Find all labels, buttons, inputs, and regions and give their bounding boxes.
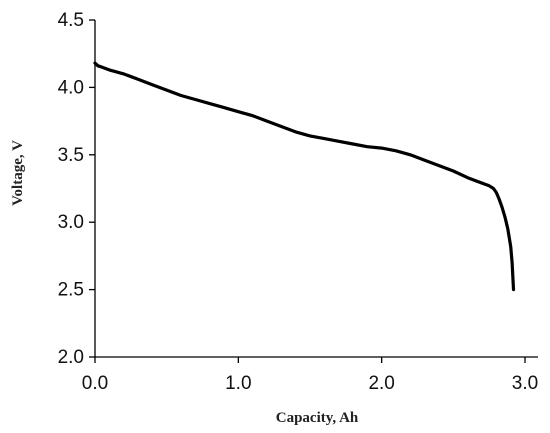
x-tick-label: 0.0 — [82, 373, 108, 394]
x-tick-label: 3.0 — [512, 373, 538, 394]
discharge-curve-line — [93, 61, 516, 292]
y-tick-label: 2.0 — [58, 347, 84, 368]
y-axis: 2.0 2.5 3.0 3.5 4.0 4.5 — [58, 10, 96, 368]
x-axis: 0.0 1.0 2.0 3.0 — [82, 356, 538, 394]
x-axis-title: Capacity, Ah — [276, 410, 359, 426]
y-axis-ticks: 2.0 2.5 3.0 3.5 4.0 4.5 — [58, 10, 95, 368]
x-axis-ticks: 0.0 1.0 2.0 3.0 — [82, 357, 538, 394]
series-layer — [93, 61, 516, 292]
x-tick-label: 2.0 — [368, 373, 394, 394]
x-tick-label: 1.0 — [225, 373, 251, 394]
y-axis-title: Voltage, V — [10, 140, 26, 206]
y-tick-label: 3.5 — [58, 145, 84, 166]
y-tick-label: 4.0 — [58, 77, 84, 98]
y-tick-label: 4.5 — [58, 10, 84, 31]
y-tick-label: 2.5 — [58, 280, 84, 301]
y-tick-label: 3.0 — [58, 212, 84, 233]
